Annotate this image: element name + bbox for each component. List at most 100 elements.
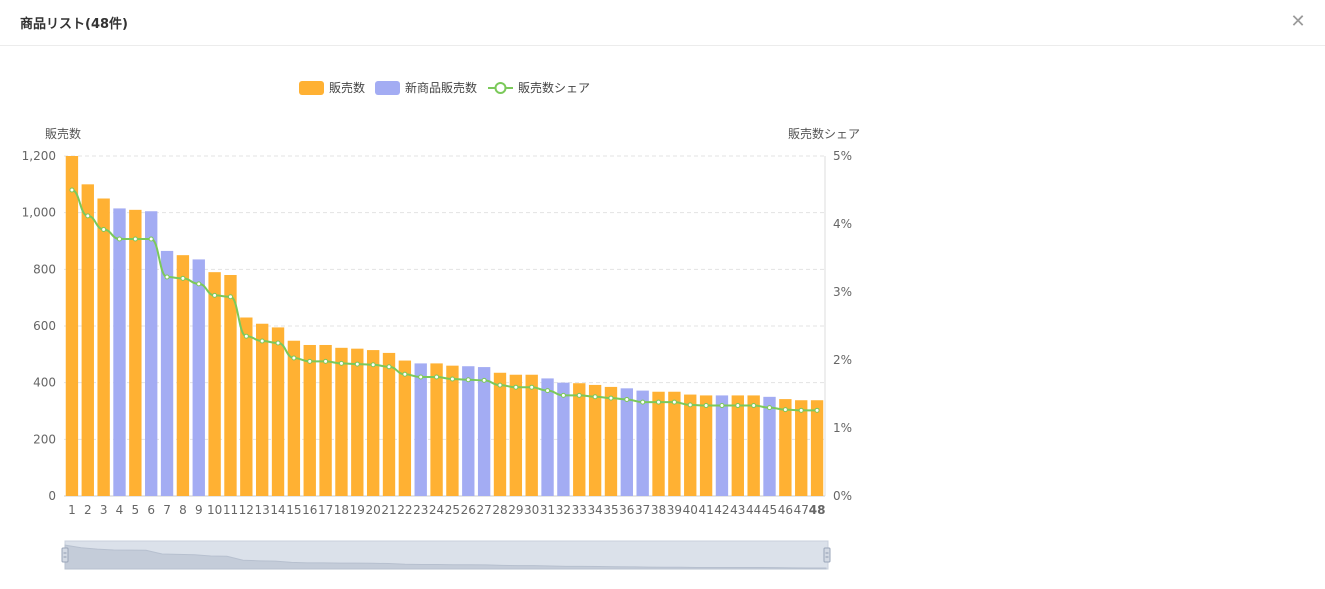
x-tick-label: 35 (603, 503, 618, 517)
share-point (354, 361, 360, 367)
x-tick-label: 34 (587, 503, 602, 517)
legend-label: 新商品販売数 (405, 80, 477, 95)
y-right-ticks: 0% 1% 2% 3% 4% 5% (833, 149, 852, 503)
share-point (101, 226, 107, 232)
y-left-ticks: 0 200 400 600 800 1,000 1,200 (22, 149, 56, 503)
legend[interactable]: 販売数 新商品販売数 販売数シェア (299, 80, 590, 95)
dialog-title: 商品リスト(48件) (20, 17, 128, 32)
grid-lines (64, 155, 826, 497)
share-point (814, 407, 820, 413)
share-point (69, 187, 75, 193)
x-tick-label: 9 (195, 503, 203, 517)
x-tick-label: 31 (540, 503, 555, 517)
zoom-preview-area (64, 544, 827, 570)
sales-bar (731, 395, 744, 496)
y-left-tick-label: 1,200 (22, 149, 56, 163)
share-point (719, 403, 725, 409)
zoom-handle-left[interactable] (61, 547, 69, 563)
share-point (513, 384, 519, 390)
share-point (656, 399, 662, 405)
sales-chart: 販売数 新商品販売数 販売数シェア 販売数 販売数シェア 0 200 400 600 800… (22, 80, 860, 570)
x-tick-label: 27 (476, 503, 491, 517)
sales-bar (810, 400, 824, 496)
share-point (196, 281, 202, 287)
new-product-bar (541, 378, 554, 496)
y-left-tick-label: 800 (33, 262, 56, 276)
share-point (116, 236, 122, 242)
x-tick-label: 28 (492, 503, 507, 517)
share-point (85, 213, 91, 219)
x-tick-label: 36 (619, 503, 634, 517)
sales-bar (129, 209, 142, 497)
new-product-bar (636, 390, 649, 496)
x-tick-label: 8 (179, 503, 187, 517)
share-point (259, 338, 265, 344)
legend-item-1[interactable]: 販売数 (299, 80, 365, 95)
x-tick-label: 3 (100, 503, 108, 517)
legend-item-3[interactable]: 販売数シェア (488, 80, 590, 95)
x-tick-label: 11 (223, 503, 238, 517)
y-left-tick-label: 200 (33, 432, 56, 446)
x-tick-label: 32 (556, 503, 571, 517)
new-product-bar (414, 363, 427, 496)
share-point (465, 377, 471, 383)
y-left-tick-label: 0 (48, 489, 56, 503)
y-left-tick-label: 1,000 (22, 206, 56, 220)
x-tick-label: 2 (84, 503, 92, 517)
new-product-bar (462, 366, 475, 496)
new-product-bar (715, 395, 729, 496)
x-tick-label: 18 (334, 503, 349, 517)
sales-bar (303, 344, 316, 496)
close-icon[interactable]: ✕ (1290, 11, 1306, 32)
x-tick-label: 13 (255, 503, 270, 517)
share-point (291, 355, 297, 361)
x-tick-label: 29 (508, 503, 523, 517)
x-tick-label: 44 (746, 503, 761, 517)
share-point (767, 405, 773, 411)
sales-bar (573, 383, 586, 496)
y-right-tick-label: 0% (833, 489, 852, 503)
x-tick-label: 26 (461, 503, 476, 517)
y-left-tick-label: 400 (33, 376, 56, 390)
legend-item-2[interactable]: 新商品販売数 (375, 80, 477, 95)
share-point (782, 407, 788, 413)
x-tick-label: 7 (163, 503, 171, 517)
sales-bar (604, 386, 618, 496)
legend-label: 販売数シェア (518, 80, 590, 95)
dialog-header: 商品リスト(48件) ✕ (0, 0, 1325, 46)
sales-bar (255, 323, 269, 496)
sales-bar (97, 198, 110, 496)
share-point (798, 407, 804, 413)
x-tick-label: 21 (381, 503, 396, 517)
sales-bar (271, 327, 285, 496)
y-left-tick-label: 600 (33, 319, 56, 333)
sales-bar (509, 374, 523, 496)
y-right-tick-label: 4% (833, 217, 852, 231)
share-point (307, 358, 313, 364)
x-axis-ticks: 1 2 3 4 5 6 7 8 9 10 11 12 13 14 15 16 17 18 19 20 21 22 23 24 2… (68, 503, 825, 517)
new-product-bar (620, 388, 634, 496)
data-zoom-slider[interactable] (61, 540, 831, 570)
share-point (434, 374, 440, 380)
share-point (132, 236, 138, 242)
share-point (338, 360, 344, 366)
share-point (735, 403, 741, 409)
share-point (402, 371, 408, 377)
share-point (624, 396, 630, 402)
sales-bar (779, 399, 792, 496)
x-tick-label: 20 (366, 503, 381, 517)
share-point (275, 340, 281, 346)
share-point (671, 399, 677, 405)
y-right-tick-label: 3% (833, 285, 852, 299)
sales-bar (240, 317, 253, 496)
share-point (227, 294, 233, 300)
share-point (497, 382, 503, 388)
x-tick-label: 37 (635, 503, 650, 517)
share-line (69, 187, 820, 413)
share-point (164, 274, 170, 280)
x-tick-label: 41 (698, 503, 713, 517)
sales-bar (366, 350, 380, 496)
x-tick-label: 12 (239, 503, 254, 517)
zoom-handle-right[interactable] (823, 547, 831, 563)
x-tick-label: 23 (413, 503, 428, 517)
